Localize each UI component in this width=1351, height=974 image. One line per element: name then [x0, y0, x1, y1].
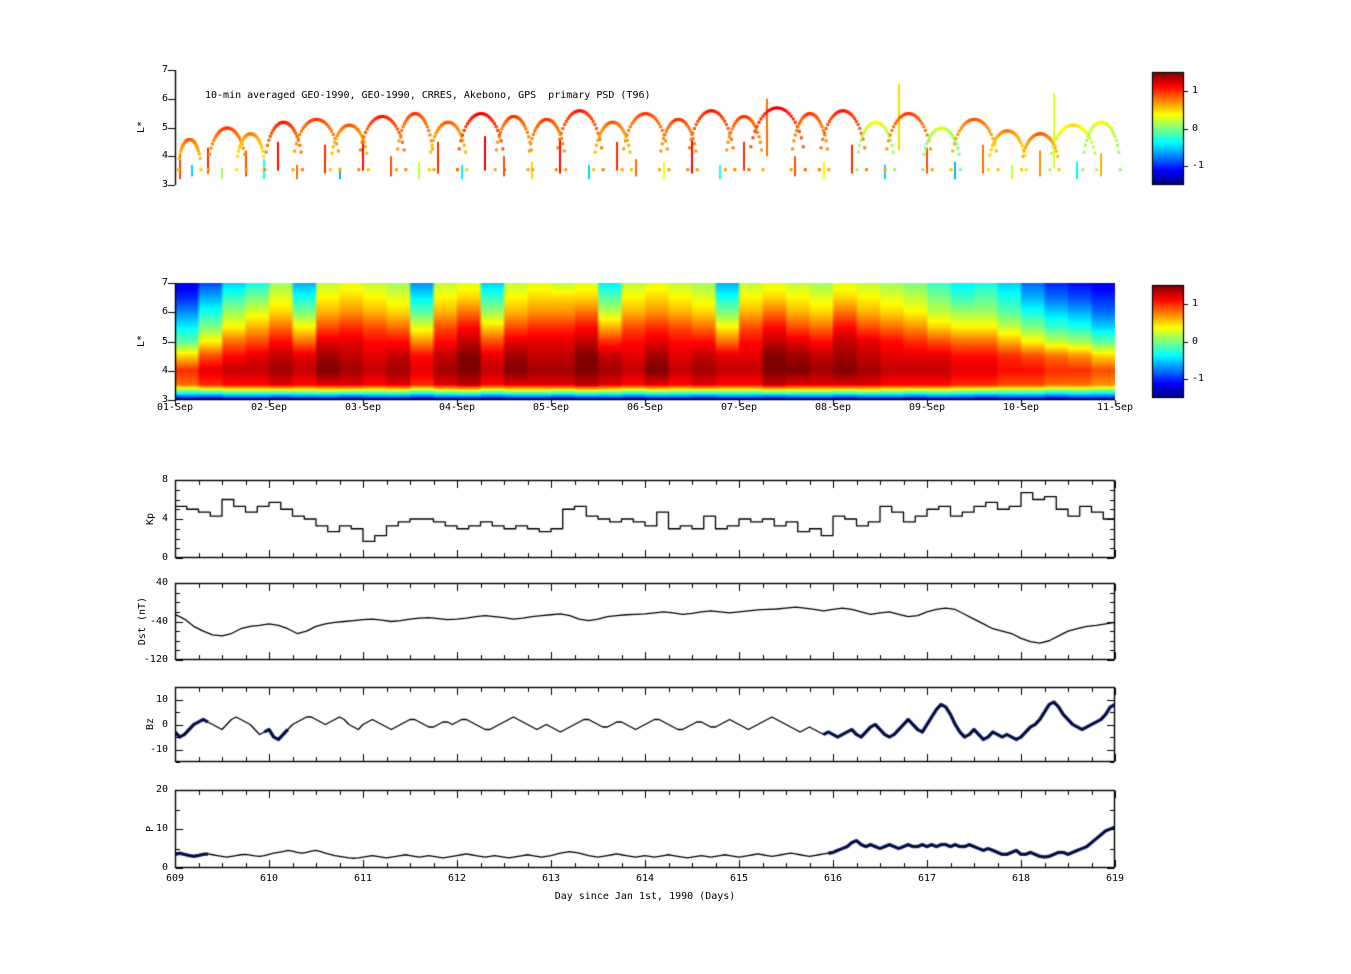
y-tick-label: -120: [143, 654, 168, 665]
x-date-tick-label: 02-Sep: [250, 402, 288, 413]
plot-title: 10-min averaged GEO-1990, GEO-1990, CRRE…: [205, 90, 651, 101]
x-date-tick-label: 04-Sep: [438, 402, 476, 413]
x-tick-label: 618: [1011, 873, 1031, 884]
x-date-tick-label: 10-Sep: [1002, 402, 1040, 413]
x-tick-label: 611: [353, 873, 373, 884]
x-date-tick-label: 07-Sep: [720, 402, 758, 413]
colorbar-tick-label: 1: [1192, 84, 1199, 96]
y-tick-label: 0: [161, 862, 168, 873]
colorbar-tick-label: 0: [1192, 335, 1199, 347]
colorbar-tick-label: -1: [1192, 160, 1205, 172]
x-tick-label: 610: [259, 873, 279, 884]
y-axis-label-kp: Kp: [145, 512, 156, 526]
y-tick-label: 4: [161, 364, 168, 376]
y-axis-label-dst: Dst (nT): [137, 596, 148, 646]
x-tick-label: 614: [635, 873, 655, 884]
x-date-tick-label: 06-Sep: [626, 402, 664, 413]
y-tick-label: 10: [155, 823, 168, 834]
y-tick-label: 20: [155, 784, 168, 795]
y-tick-label: 6: [161, 92, 168, 104]
y-tick-label: 4: [161, 150, 168, 162]
y-tick-label: -10: [149, 743, 168, 755]
x-date-tick-label: 08-Sep: [814, 402, 852, 413]
y-axis-label-bz: Bz: [145, 717, 156, 731]
y-axis-label-psd-scatter: L*: [136, 120, 147, 134]
colorbar-tick-label: 1: [1192, 297, 1199, 309]
x-axis-label: Day since Jan 1st, 1990 (Days): [554, 891, 736, 902]
y-tick-label: 0: [161, 718, 168, 730]
y-tick-label: 10: [155, 693, 168, 705]
x-date-tick-label: 03-Sep: [344, 402, 382, 413]
y-tick-label: 5: [161, 335, 168, 347]
colorbar-tick-label: -1: [1192, 373, 1205, 385]
colorbar-tick-label: 0: [1192, 122, 1199, 134]
y-tick-label: 7: [161, 277, 168, 288]
x-date-tick-label: 05-Sep: [532, 402, 570, 413]
x-date-tick-label: 09-Sep: [908, 402, 946, 413]
x-date-tick-label: 01-Sep: [156, 402, 194, 413]
y-tick-label: 8: [161, 474, 168, 485]
x-date-tick-label: 11-Sep: [1096, 402, 1134, 413]
y-tick-label: -40: [149, 615, 168, 627]
x-tick-label: 619: [1105, 873, 1125, 884]
y-tick-label: 4: [161, 513, 168, 524]
y-tick-label: 7: [161, 64, 168, 75]
y-tick-label: 6: [161, 306, 168, 318]
y-tick-label: 5: [161, 121, 168, 133]
x-tick-label: 615: [729, 873, 749, 884]
y-tick-label: 40: [155, 577, 168, 588]
y-tick-label: 0: [161, 552, 168, 563]
x-tick-label: 617: [917, 873, 937, 884]
y-tick-label: 3: [161, 394, 168, 405]
x-tick-label: 609: [165, 873, 185, 884]
x-tick-label: 613: [541, 873, 561, 884]
x-tick-label: 612: [447, 873, 467, 884]
y-axis-label-psd-heatmap: L*: [136, 334, 147, 348]
x-tick-label: 616: [823, 873, 843, 884]
y-axis-label-p: P: [145, 825, 156, 833]
y-tick-label: 3: [161, 179, 168, 190]
